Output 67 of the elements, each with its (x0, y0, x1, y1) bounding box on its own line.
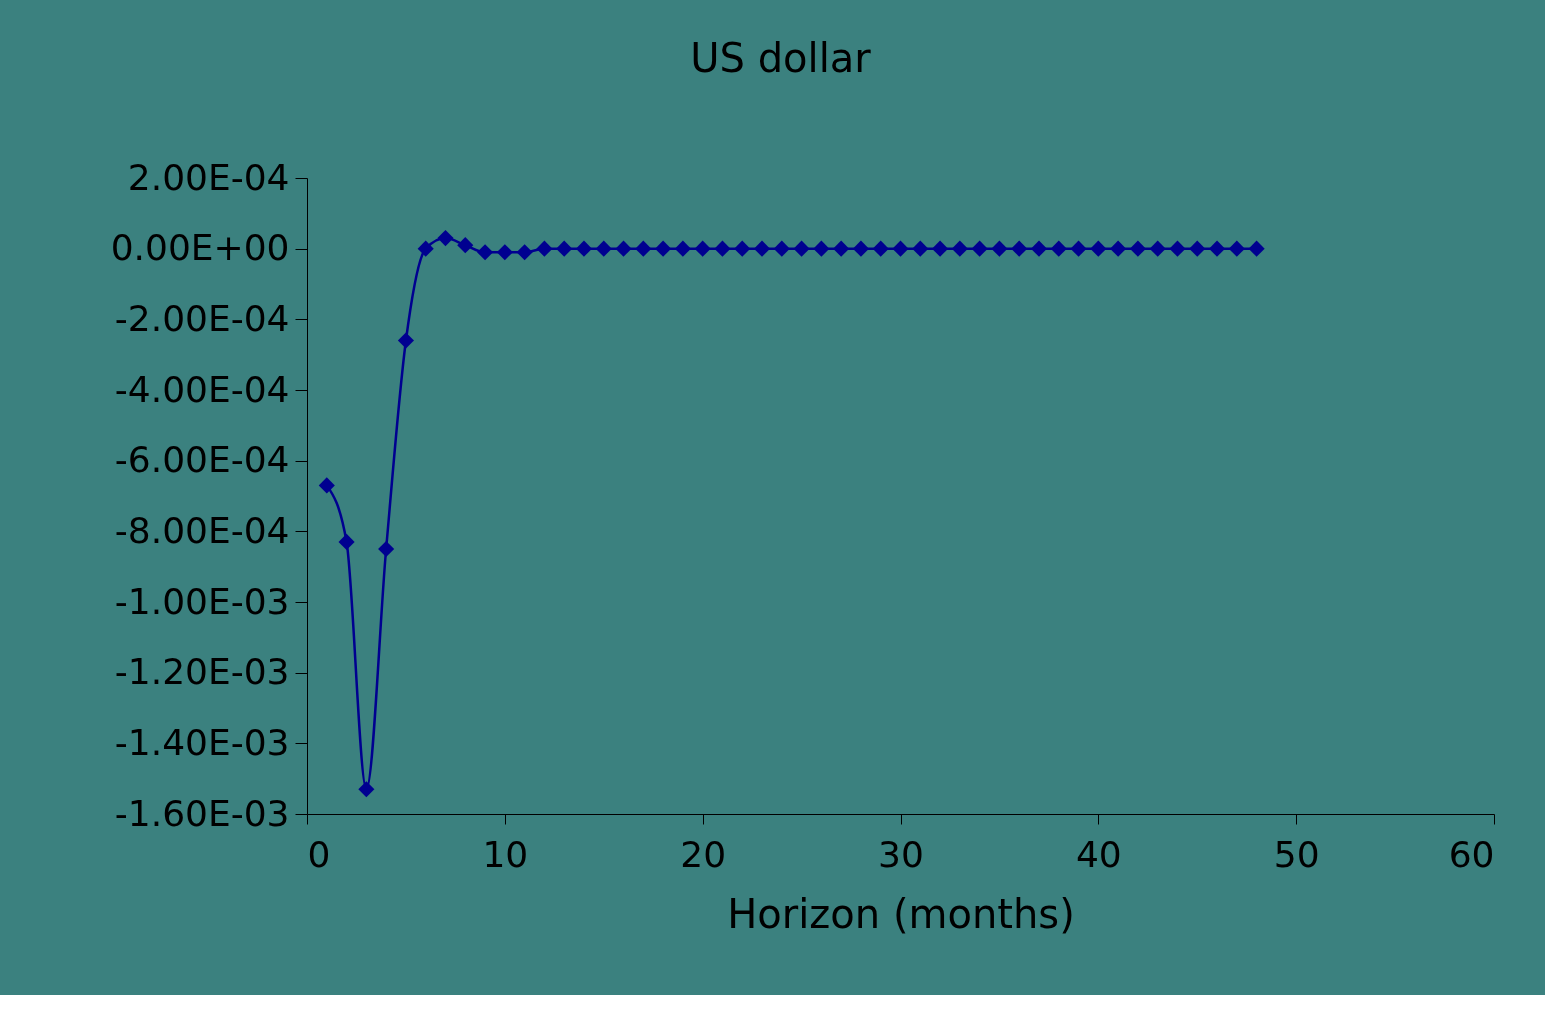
point (595, 240, 612, 257)
point (734, 240, 751, 257)
point (833, 240, 850, 257)
point (496, 244, 513, 261)
x-tick-label: 50 (1273, 833, 1320, 875)
y-tick-label: 0.00E+00 (110, 227, 290, 269)
y-tick-label: -1.00E-03 (114, 580, 290, 622)
point (437, 230, 454, 247)
point (1030, 240, 1048, 257)
point (575, 240, 593, 257)
y-tick-label: -6.00E-04 (114, 439, 290, 481)
point (378, 540, 395, 558)
point (813, 240, 830, 257)
x-tick-label: 60 (1448, 833, 1495, 875)
point (1208, 240, 1226, 257)
point (1011, 240, 1028, 257)
point (912, 240, 929, 257)
point (1228, 240, 1245, 257)
point (714, 240, 731, 257)
point (971, 240, 988, 257)
y-tick-label: 2.00E-04 (127, 156, 290, 198)
point (1110, 240, 1127, 257)
point (417, 240, 434, 257)
point (1070, 240, 1087, 257)
point (1050, 240, 1067, 257)
point (951, 240, 968, 257)
x-axis-title: Horizon (months) (727, 890, 1075, 937)
point (1248, 240, 1265, 257)
chart-title: US dollar (690, 35, 872, 81)
x-tick-label: 40 (1075, 833, 1122, 875)
point (457, 237, 474, 254)
x-tick-label: 10 (482, 833, 529, 875)
y-tick-label: -1.60E-03 (114, 792, 290, 834)
y-tick-label: -2.00E-04 (114, 297, 290, 339)
point (1090, 240, 1107, 257)
point (1169, 240, 1186, 257)
point (991, 240, 1008, 257)
point (773, 240, 790, 257)
point (655, 240, 672, 257)
point (793, 240, 810, 257)
point (674, 240, 691, 257)
point (536, 240, 553, 257)
point (1129, 240, 1146, 257)
point (892, 240, 909, 257)
y-tick-label: -1.40E-03 (114, 721, 290, 763)
point (516, 244, 533, 261)
y-tick-label: -8.00E-04 (114, 509, 290, 551)
point (872, 240, 889, 257)
point (318, 477, 335, 494)
point (1149, 240, 1166, 257)
point (615, 240, 632, 257)
y-tick-label: -4.00E-04 (114, 368, 290, 410)
point (338, 533, 355, 550)
point (556, 240, 573, 257)
point (397, 332, 414, 349)
point (694, 240, 711, 257)
y-tick-label: -1.20E-03 (114, 651, 290, 693)
point (932, 240, 949, 257)
point (635, 240, 652, 257)
x-tick-label: 20 (680, 833, 727, 875)
point (852, 240, 869, 257)
point (1189, 240, 1206, 257)
x-tick-label: 30 (878, 833, 924, 875)
x-tick-label: 0 (307, 833, 331, 875)
point (358, 781, 375, 798)
point (476, 244, 494, 261)
point (753, 240, 771, 257)
